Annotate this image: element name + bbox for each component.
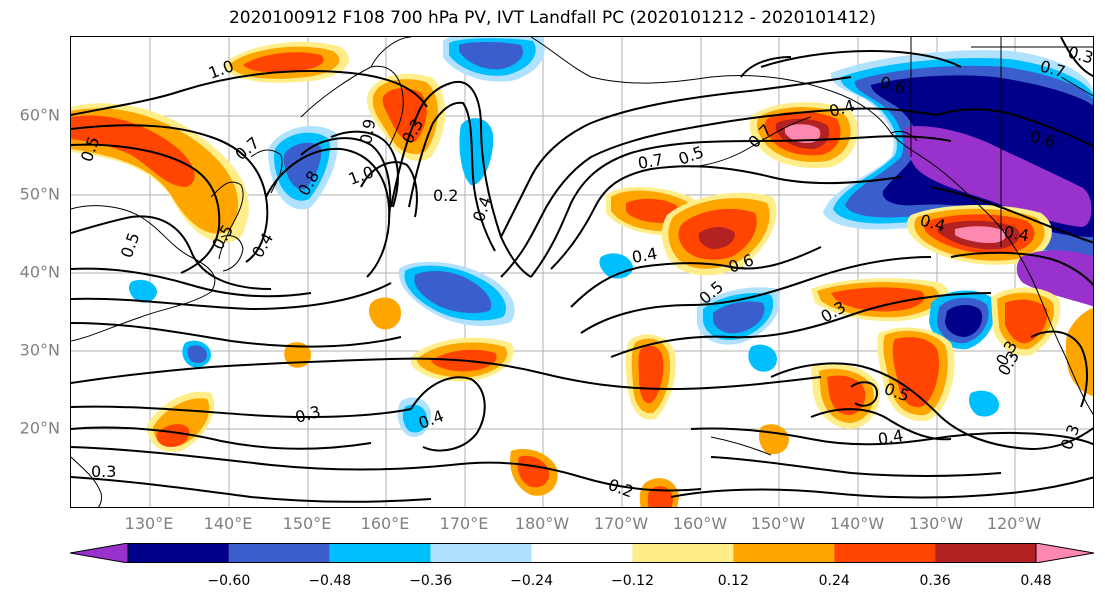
lon-tick-label: 170°W <box>593 514 649 533</box>
pv-anomaly-positive-sw20 <box>147 391 215 452</box>
pv-anomaly-positive-mid35 <box>369 297 401 330</box>
pv-anomaly-negative-small7 <box>129 279 157 303</box>
contour-label: 0.7 <box>231 133 263 164</box>
pv-anomaly-positive-mid25 <box>625 334 676 420</box>
colorbar-tick-label: −0.60 <box>207 573 251 589</box>
colorbar-segment <box>128 543 229 563</box>
lon-tick-label: 130°W <box>908 514 964 533</box>
lon-tick-label: 130°E <box>124 514 174 533</box>
colorbar-segment <box>733 543 835 563</box>
colorbar-segment <box>430 543 532 563</box>
colorbar-extend-low <box>70 543 129 563</box>
contour-label: 0.2 <box>433 186 458 205</box>
colorbar-tick-label: −0.24 <box>510 573 553 589</box>
contour-label: 0.4 <box>1002 222 1030 245</box>
contour-label: 0.3 <box>1057 422 1084 452</box>
contour-label: 0.2 <box>606 475 636 502</box>
pv-anomaly-negative-east32 <box>697 287 780 345</box>
lat-tick-label: 20°N <box>19 418 60 438</box>
pv-shading <box>71 37 1093 507</box>
pv-anomaly-positive-east22 <box>877 327 955 422</box>
pv-anomaly-positive-bc <box>906 204 1052 265</box>
pv-anomaly-negative-top2 <box>443 37 545 82</box>
pv-anomaly-positive-east35 <box>811 278 949 322</box>
contour-label: 0.4 <box>876 426 904 449</box>
lon-tick-label: 150°W <box>750 514 806 533</box>
pv-anomaly-positive-gulf <box>749 102 859 169</box>
colorbar <box>70 543 1094 563</box>
pv-anomaly-positive-center <box>606 186 777 276</box>
pv-anomaly-positive-east18 <box>811 363 880 429</box>
colorbar-segment <box>228 543 330 563</box>
colorbar-segment <box>834 543 936 563</box>
pv-anomaly-negative-midpac <box>398 261 515 327</box>
pv-anomaly-positive-nw <box>71 103 249 243</box>
colorbar-tick-label: −0.36 <box>409 573 453 589</box>
lat-tick-label: 60°N <box>19 105 60 125</box>
lat-tick-label: 30°N <box>19 340 60 360</box>
colorbar-segment <box>935 543 1036 563</box>
lon-tick-label: 160°E <box>360 514 410 533</box>
colorbar-tick-label: 0.24 <box>818 573 850 589</box>
contour-label: 0.4 <box>630 244 658 267</box>
pv-anomaly-negative-small5 <box>969 390 999 417</box>
colorbar-tick-label: 0.48 <box>1020 573 1052 589</box>
lat-tick-label: 40°N <box>19 262 60 282</box>
pv-anomaly-negative-small4 <box>748 344 777 372</box>
colorbar-segment <box>632 543 734 563</box>
lat-tick-label: 50°N <box>19 184 60 204</box>
colorbar-tick-label: −0.12 <box>610 573 654 589</box>
contour-label: 0.5 <box>676 142 706 169</box>
contour-label: 0.5 <box>117 230 144 260</box>
pv-anomaly-negative-japan <box>268 125 338 210</box>
map-title: 2020100912 F108 700 hPa PV, IVT Landfall… <box>228 8 876 28</box>
lon-tick-label: 140°W <box>829 514 885 533</box>
contour-label: 0.4 <box>469 194 496 224</box>
pv-anomaly-negative-east30 <box>929 290 996 350</box>
map-canvas: 1.00.50.50.70.5 0.40.8 1.00.9 0.30.2 0.40.7 0… <box>71 37 1094 507</box>
contour-label: 0.7 <box>636 150 664 173</box>
contour-label: 0.9 <box>356 117 379 145</box>
lon-tick-label: 160°W <box>672 514 728 533</box>
colorbar-tick-label: 0.36 <box>919 573 951 589</box>
lon-tick-label: 140°E <box>203 514 253 533</box>
lon-tick-label: 150°E <box>282 514 332 533</box>
contour-label: 0.3 <box>1066 43 1094 68</box>
colorbar-extend-high <box>1035 543 1094 563</box>
contour-label: 1.0 <box>346 162 376 189</box>
contour-label: 0.3 <box>91 462 116 481</box>
lon-tick-label: 120°W <box>986 514 1042 533</box>
lon-tick-label: 180°W <box>514 514 570 533</box>
pv-anomaly-positive-edge <box>1065 307 1093 397</box>
contour-label: 0.3 <box>293 402 323 427</box>
pv-anomaly-negative-coast <box>1016 250 1093 307</box>
colorbar-tick-label: −0.48 <box>308 573 352 589</box>
colorbar-segment <box>531 543 633 563</box>
colorbar-segment <box>329 543 431 563</box>
pv-contours <box>71 37 1093 503</box>
colorbar-tick-label: 0.12 <box>717 573 749 589</box>
coastlines <box>71 37 1093 507</box>
lon-tick-label: 170°E <box>439 514 489 533</box>
map-panel[interactable]: 1.0 0.5 0.5 0.7 0.5 0.4 0.8 1.0 0.9 0.3 0.2 0.4 0.7 0… <box>70 36 1094 508</box>
